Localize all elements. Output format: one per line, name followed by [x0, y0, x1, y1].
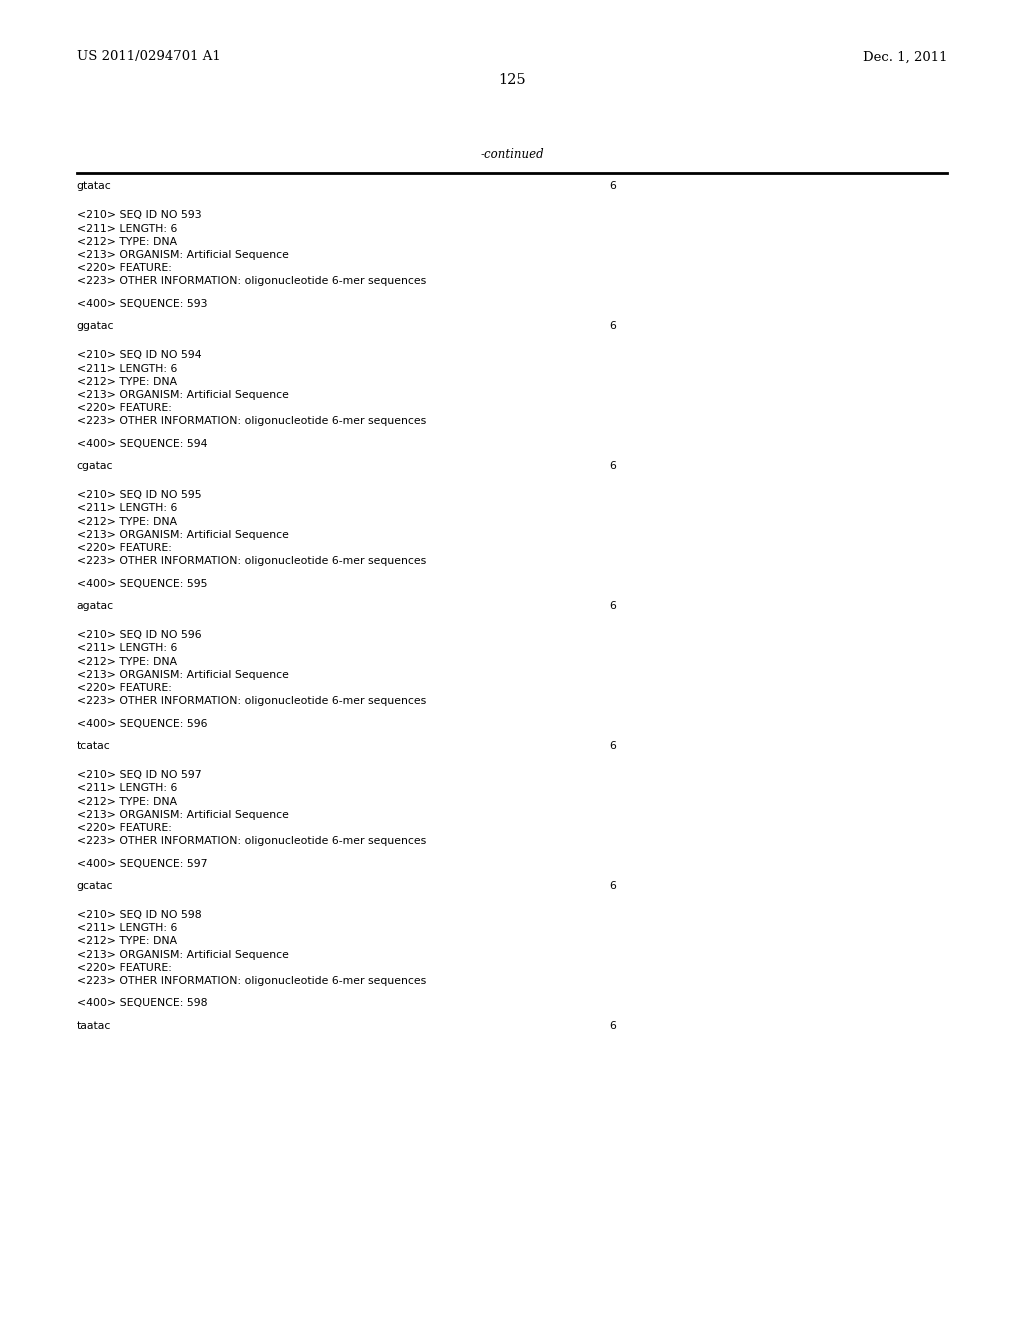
Text: <213> ORGANISM: Artificial Sequence: <213> ORGANISM: Artificial Sequence	[77, 809, 289, 820]
Text: <223> OTHER INFORMATION: oligonucleotide 6-mer sequences: <223> OTHER INFORMATION: oligonucleotide…	[77, 696, 426, 706]
Text: <210> SEQ ID NO 595: <210> SEQ ID NO 595	[77, 490, 202, 500]
Text: <210> SEQ ID NO 594: <210> SEQ ID NO 594	[77, 350, 202, 360]
Text: <213> ORGANISM: Artificial Sequence: <213> ORGANISM: Artificial Sequence	[77, 529, 289, 540]
Text: <212> TYPE: DNA: <212> TYPE: DNA	[77, 516, 177, 527]
Text: <223> OTHER INFORMATION: oligonucleotide 6-mer sequences: <223> OTHER INFORMATION: oligonucleotide…	[77, 975, 426, 986]
Text: <400> SEQUENCE: 593: <400> SEQUENCE: 593	[77, 298, 207, 309]
Text: 6: 6	[609, 741, 616, 751]
Text: <211> LENGTH: 6: <211> LENGTH: 6	[77, 503, 177, 513]
Text: 6: 6	[609, 1020, 616, 1031]
Text: <400> SEQUENCE: 594: <400> SEQUENCE: 594	[77, 438, 207, 449]
Text: <213> ORGANISM: Artificial Sequence: <213> ORGANISM: Artificial Sequence	[77, 389, 289, 400]
Text: <400> SEQUENCE: 596: <400> SEQUENCE: 596	[77, 718, 207, 729]
Text: <213> ORGANISM: Artificial Sequence: <213> ORGANISM: Artificial Sequence	[77, 249, 289, 260]
Text: <210> SEQ ID NO 598: <210> SEQ ID NO 598	[77, 909, 202, 920]
Text: gcatac: gcatac	[77, 880, 114, 891]
Text: <212> TYPE: DNA: <212> TYPE: DNA	[77, 376, 177, 387]
Text: <223> OTHER INFORMATION: oligonucleotide 6-mer sequences: <223> OTHER INFORMATION: oligonucleotide…	[77, 276, 426, 286]
Text: -continued: -continued	[480, 148, 544, 161]
Text: US 2011/0294701 A1: US 2011/0294701 A1	[77, 50, 220, 63]
Text: <211> LENGTH: 6: <211> LENGTH: 6	[77, 923, 177, 933]
Text: <220> FEATURE:: <220> FEATURE:	[77, 962, 172, 973]
Text: <211> LENGTH: 6: <211> LENGTH: 6	[77, 643, 177, 653]
Text: <220> FEATURE:: <220> FEATURE:	[77, 682, 172, 693]
Text: 6: 6	[609, 321, 616, 331]
Text: <212> TYPE: DNA: <212> TYPE: DNA	[77, 796, 177, 807]
Text: <220> FEATURE:: <220> FEATURE:	[77, 543, 172, 553]
Text: <400> SEQUENCE: 595: <400> SEQUENCE: 595	[77, 578, 207, 589]
Text: <210> SEQ ID NO 593: <210> SEQ ID NO 593	[77, 210, 202, 220]
Text: cgatac: cgatac	[77, 461, 114, 471]
Text: 6: 6	[609, 461, 616, 471]
Text: gtatac: gtatac	[77, 181, 112, 191]
Text: <211> LENGTH: 6: <211> LENGTH: 6	[77, 223, 177, 234]
Text: <211> LENGTH: 6: <211> LENGTH: 6	[77, 363, 177, 374]
Text: <400> SEQUENCE: 598: <400> SEQUENCE: 598	[77, 998, 207, 1008]
Text: <210> SEQ ID NO 596: <210> SEQ ID NO 596	[77, 630, 202, 640]
Text: <210> SEQ ID NO 597: <210> SEQ ID NO 597	[77, 770, 202, 780]
Text: 6: 6	[609, 181, 616, 191]
Text: tcatac: tcatac	[77, 741, 111, 751]
Text: ggatac: ggatac	[77, 321, 115, 331]
Text: <220> FEATURE:: <220> FEATURE:	[77, 403, 172, 413]
Text: <212> TYPE: DNA: <212> TYPE: DNA	[77, 656, 177, 667]
Text: <223> OTHER INFORMATION: oligonucleotide 6-mer sequences: <223> OTHER INFORMATION: oligonucleotide…	[77, 556, 426, 566]
Text: <212> TYPE: DNA: <212> TYPE: DNA	[77, 936, 177, 946]
Text: agatac: agatac	[77, 601, 114, 611]
Text: <211> LENGTH: 6: <211> LENGTH: 6	[77, 783, 177, 793]
Text: <213> ORGANISM: Artificial Sequence: <213> ORGANISM: Artificial Sequence	[77, 949, 289, 960]
Text: 6: 6	[609, 880, 616, 891]
Text: <220> FEATURE:: <220> FEATURE:	[77, 822, 172, 833]
Text: 6: 6	[609, 601, 616, 611]
Text: <220> FEATURE:: <220> FEATURE:	[77, 263, 172, 273]
Text: <223> OTHER INFORMATION: oligonucleotide 6-mer sequences: <223> OTHER INFORMATION: oligonucleotide…	[77, 416, 426, 426]
Text: Dec. 1, 2011: Dec. 1, 2011	[862, 50, 947, 63]
Text: <212> TYPE: DNA: <212> TYPE: DNA	[77, 236, 177, 247]
Text: <213> ORGANISM: Artificial Sequence: <213> ORGANISM: Artificial Sequence	[77, 669, 289, 680]
Text: <223> OTHER INFORMATION: oligonucleotide 6-mer sequences: <223> OTHER INFORMATION: oligonucleotide…	[77, 836, 426, 846]
Text: 125: 125	[499, 73, 525, 87]
Text: <400> SEQUENCE: 597: <400> SEQUENCE: 597	[77, 858, 207, 869]
Text: taatac: taatac	[77, 1020, 112, 1031]
